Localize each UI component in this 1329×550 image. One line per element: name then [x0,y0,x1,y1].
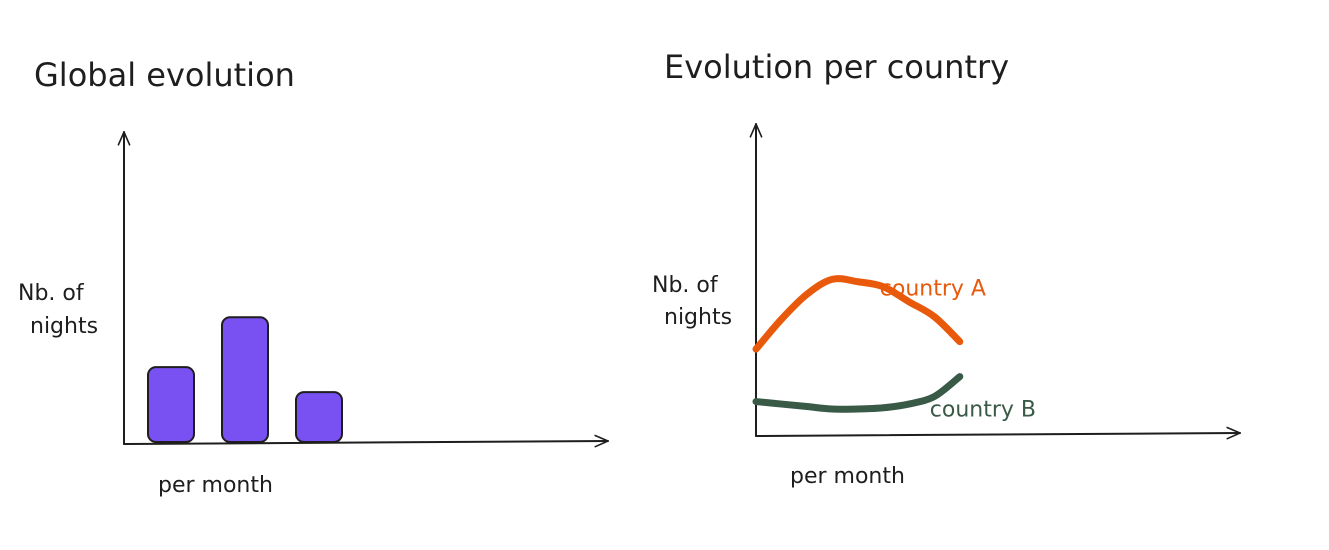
bar-3 [295,391,343,443]
series-line-country-a [752,275,964,353]
x-axis [755,426,1241,440]
bars [147,316,343,444]
x-axis-label: per month [158,473,273,498]
series-label-country-b: country B [930,398,1036,423]
y-axis-label-line-2: nights [664,305,732,330]
series-labels: country A country B [880,277,1036,423]
bar-1 [147,366,195,443]
x-axis-label: per month [790,464,905,489]
global-evolution-chart: Global evolution Nb. of nights per month [18,56,609,498]
chart-title: Evolution per country [664,48,1009,86]
x-axis [123,434,609,448]
y-axis-label-line-2: nights [30,314,98,339]
series-line-country-b [752,373,964,413]
series-lines [752,275,964,413]
bar-2 [221,316,269,444]
chart-title: Global evolution [34,56,295,94]
evolution-per-country-chart: Evolution per country Nb. of nights per … [652,48,1241,489]
series-label-country-a: country A [880,277,986,302]
y-axis-label-line-1: Nb. of [18,281,85,306]
y-axis-label-line-1: Nb. of [652,273,719,298]
